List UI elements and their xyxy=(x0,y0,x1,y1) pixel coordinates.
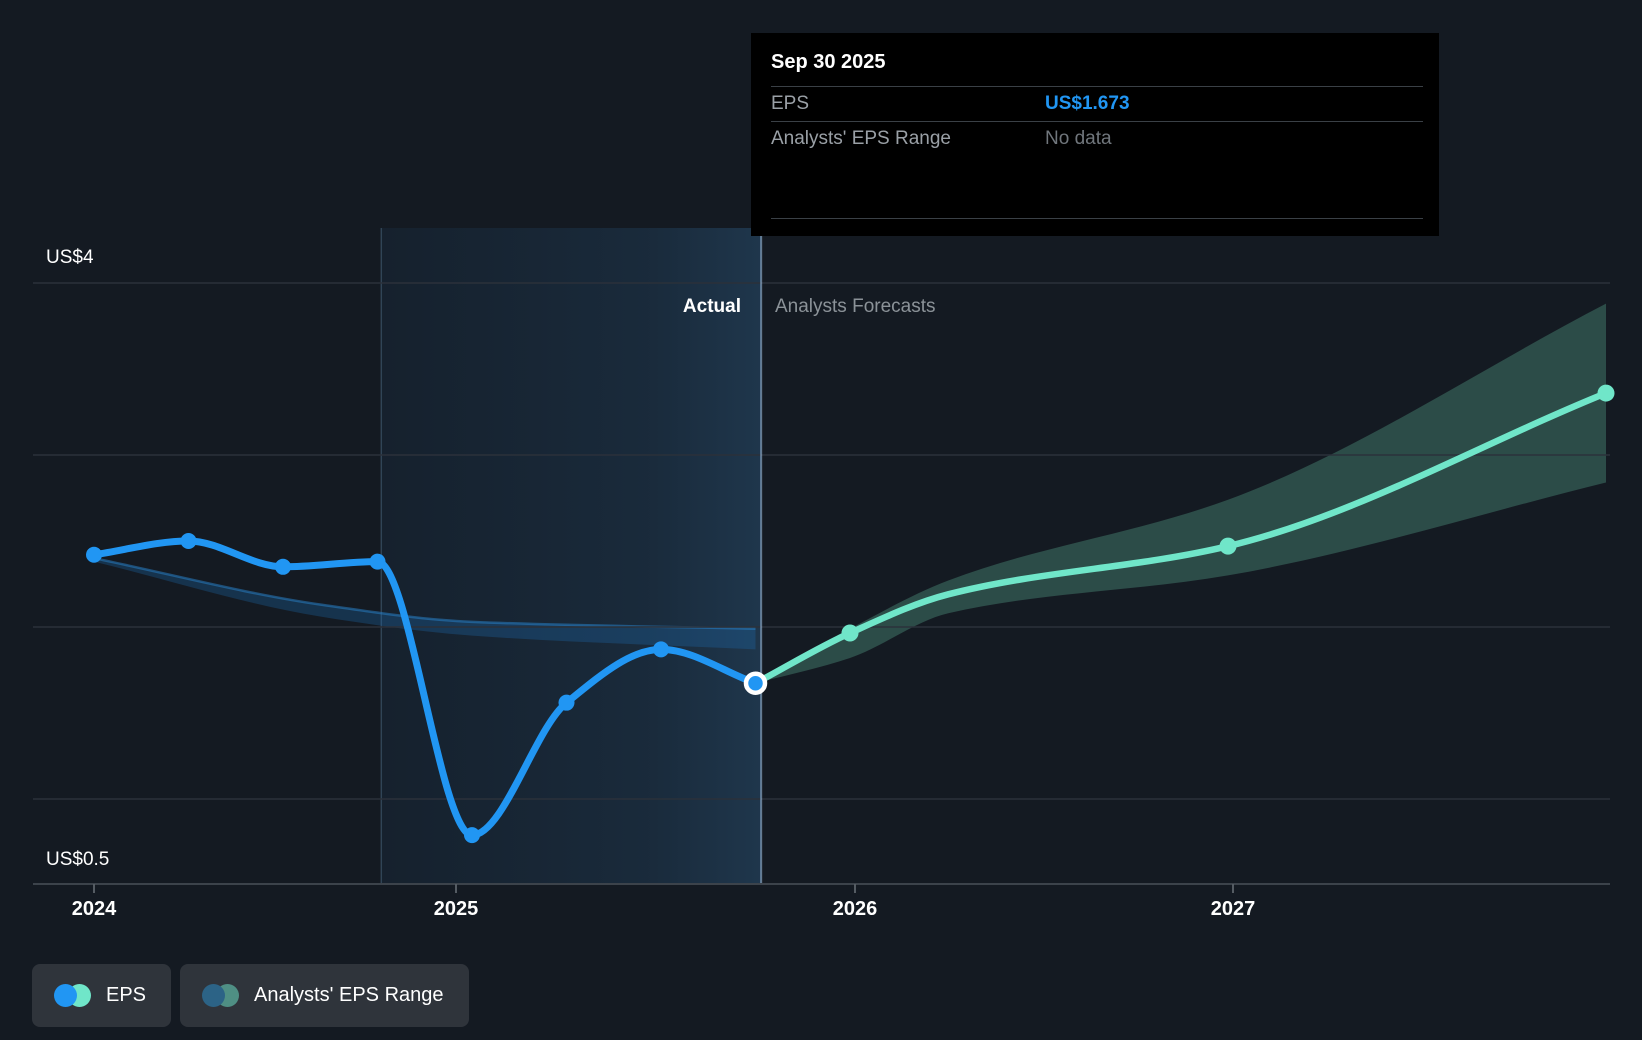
y-axis-label-bottom: US$0.5 xyxy=(46,849,110,870)
eps-data-point[interactable] xyxy=(86,546,102,563)
tooltip-row-range: Analysts' EPS Range No data xyxy=(771,122,1423,156)
tooltip-eps-label: EPS xyxy=(771,93,810,114)
x-tick-label-2024: 2024 xyxy=(71,898,117,920)
analysts-range-legend-swatch-icon xyxy=(202,984,240,1007)
legend-item-analysts-range[interactable]: Analysts' EPS Range xyxy=(180,964,469,1027)
eps-data-point[interactable] xyxy=(369,553,386,570)
legend-analysts-range-label: Analysts' EPS Range xyxy=(254,984,444,1006)
forecast-data-point[interactable] xyxy=(1597,384,1615,402)
x-tick-label-2025: 2025 xyxy=(433,898,479,920)
selected-data-point[interactable] xyxy=(743,671,768,695)
tooltip-divider xyxy=(771,218,1423,219)
eps-data-point[interactable] xyxy=(180,533,197,549)
eps-actual-line[interactable] xyxy=(90,537,759,839)
tooltip-range-label: Analysts' EPS Range xyxy=(771,128,951,149)
forecast-period-label: Analysts Forecasts xyxy=(775,296,936,317)
legend-eps-label: EPS xyxy=(106,984,147,1006)
eps-data-point[interactable] xyxy=(275,558,291,575)
tooltip-eps-value: US$1.673 xyxy=(1045,93,1130,114)
eps-legend-swatch-icon xyxy=(54,984,91,1007)
eps-data-point[interactable] xyxy=(653,641,669,658)
x-tick-label-2026: 2026 xyxy=(832,898,878,920)
legend-item-eps[interactable]: EPS xyxy=(32,964,172,1027)
data-tooltip: Sep 30 2025 EPS US$1.673 Analysts' EPS R… xyxy=(751,33,1439,236)
eps-data-point[interactable] xyxy=(558,694,575,711)
actual-period-label: Actual xyxy=(682,296,741,317)
forecast-data-point[interactable] xyxy=(841,624,859,642)
y-axis-label-top: US$4 xyxy=(46,247,94,268)
tooltip-row-eps: EPS US$1.673 xyxy=(771,87,1423,122)
tooltip-date: Sep 30 2025 xyxy=(771,43,1423,87)
x-tick-label-2027: 2027 xyxy=(1210,898,1256,920)
chart-legend: EPS Analysts' EPS Range xyxy=(32,964,469,1027)
tooltip-range-value: No data xyxy=(1045,128,1112,149)
eps-data-point[interactable] xyxy=(464,827,480,844)
forecast-data-point[interactable] xyxy=(1219,537,1237,555)
actual-period-highlight xyxy=(381,228,762,884)
